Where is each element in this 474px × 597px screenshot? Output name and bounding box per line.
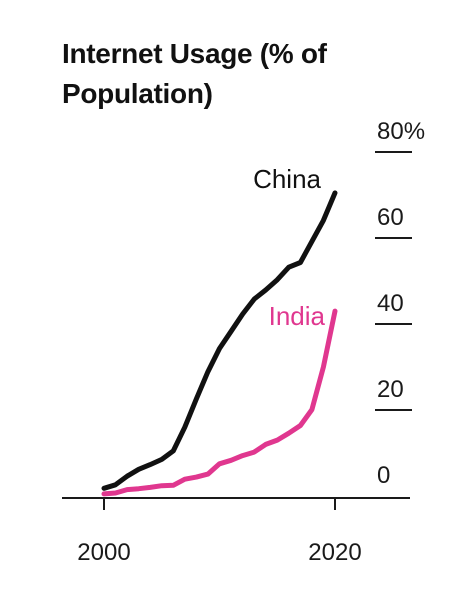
x-axis-ticks: 2000 2020	[77, 498, 362, 566]
india-series-line	[101, 308, 338, 497]
chart-title: Internet Usage (% of Population)	[62, 38, 327, 109]
y-tick-label: 60	[377, 204, 404, 231]
y-tick-label: 0	[377, 462, 390, 489]
china-series-line	[101, 190, 338, 491]
y-tick-label: 80%	[377, 118, 425, 145]
y-tick-label: 40	[377, 290, 404, 317]
x-tick-label: 2000	[77, 539, 130, 566]
y-axis-ticks: 0 20 40 60 80%	[375, 118, 425, 489]
series-labels: China India	[253, 164, 325, 331]
series-lines	[101, 190, 338, 497]
china-series-label: China	[253, 164, 321, 194]
india-series-label: India	[269, 301, 326, 331]
x-tick-label: 2020	[308, 539, 361, 566]
y-tick-label: 20	[377, 376, 404, 403]
